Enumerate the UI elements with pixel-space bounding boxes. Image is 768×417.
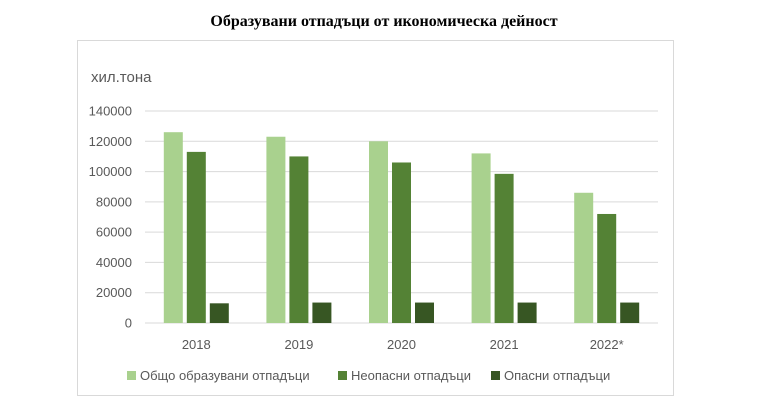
y-tick-label: 20000 (96, 285, 132, 300)
chart-frame (77, 40, 674, 396)
legend-swatch (127, 371, 136, 380)
y-tick-label: 140000 (89, 104, 132, 119)
x-tick-label: 2018 (182, 337, 211, 352)
bars (163, 132, 640, 323)
bar-2-2018 (186, 151, 206, 323)
bar-2-2022* (597, 213, 617, 323)
chart-title: Образувани отпадъци от икономическа дейн… (210, 13, 558, 30)
bar-1-2018 (163, 132, 183, 323)
bar-1-2021 (471, 153, 491, 323)
x-tick-label: 2020 (387, 337, 416, 352)
y-tick-label: 40000 (96, 255, 132, 270)
x-tick-label: 2021 (490, 337, 519, 352)
bar-2-2019 (289, 156, 309, 323)
legend-label: Опасни отпадъци (504, 368, 610, 383)
bar-3-2020 (415, 302, 434, 323)
bar-1-2022* (574, 192, 594, 323)
y-tick-label: 120000 (89, 134, 132, 149)
x-tick-label: 2022* (590, 337, 624, 352)
y-tick-label: 100000 (89, 164, 132, 179)
bar-2-2021 (494, 173, 514, 323)
legend: Общо образувани отпадъци Неопасни отпадъц… (127, 368, 610, 383)
y-tick-label: 80000 (96, 194, 132, 209)
y-unit-label: хил.тона (91, 69, 152, 86)
bar-3-2019 (312, 302, 332, 323)
y-tick-label: 60000 (96, 225, 132, 240)
bar-3-2022* (620, 302, 640, 323)
y-axis-ticks: 0 20000 40000 60000 80000 100000 120000 140000 (89, 104, 132, 331)
bar-2-2020 (392, 162, 411, 323)
bar-1-2019 (266, 136, 286, 323)
x-tick-label: 2019 (284, 337, 313, 352)
legend-swatch (491, 371, 500, 380)
legend-label: Неопасни отпадъци (351, 368, 471, 383)
y-tick-label: 0 (125, 316, 132, 331)
legend-label: Общо образувани отпадъци (140, 368, 310, 383)
legend-swatch (338, 371, 347, 380)
bar-3-2021 (517, 302, 537, 323)
x-axis-ticks: 2018 2019 2020 2021 2022* (182, 337, 624, 352)
bar-1-2020 (369, 141, 388, 323)
bar-3-2018 (209, 303, 229, 323)
